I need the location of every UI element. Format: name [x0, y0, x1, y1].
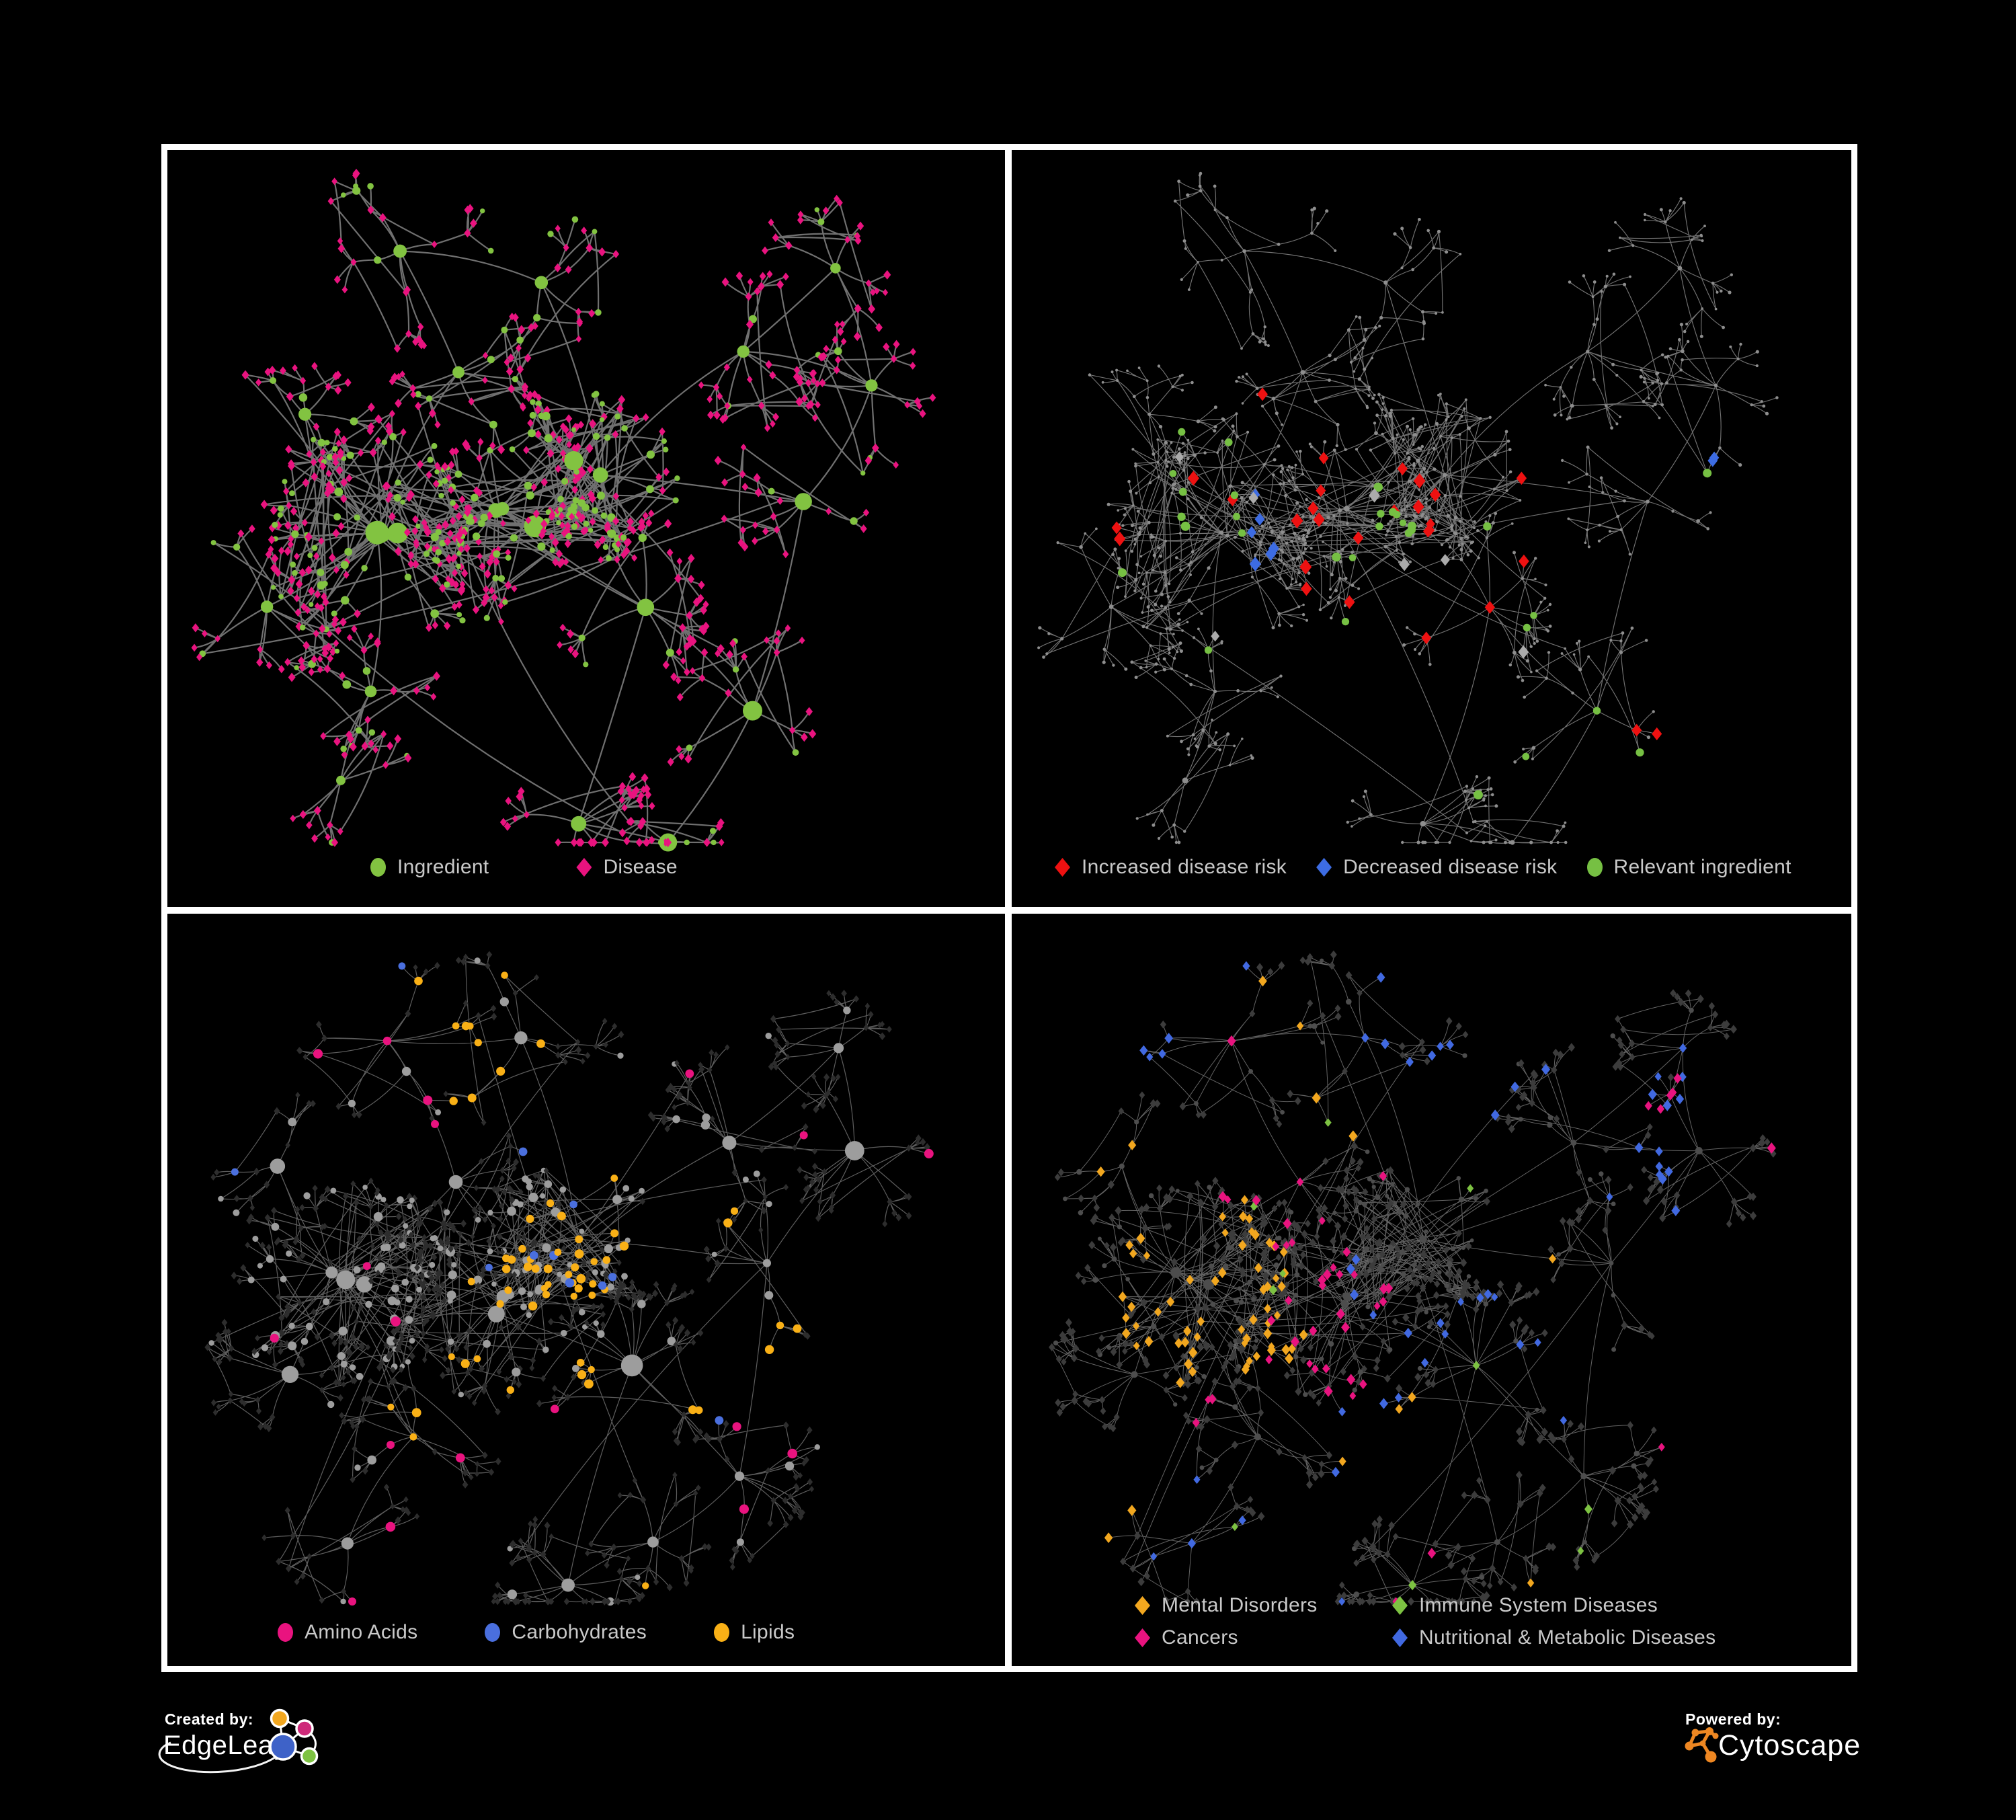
legend-label-relevant-ingredient: Relevant ingredient [1613, 856, 1791, 878]
nutritional-metabolic-swatch-icon [1392, 1628, 1408, 1647]
decreased-risk-swatch-icon [1316, 858, 1332, 877]
edgeleap-wordmark: EdgeLeap [163, 1731, 289, 1760]
legend-label-lipids: Lipids [741, 1621, 795, 1643]
amino-acids-swatch-icon [278, 1623, 293, 1642]
edgeleap-node-green [300, 1747, 319, 1766]
legend-item-decreased-risk: Decreased disease risk [1316, 855, 1557, 879]
legend-disease-categories: Mental Disorders Immune System Diseases … [1135, 1593, 1716, 1650]
panel-divider-horizontal [167, 907, 1851, 914]
legend-label-mental-disorders: Mental Disorders [1162, 1594, 1318, 1616]
legend-ingredient-disease: Ingredient Disease [370, 855, 678, 879]
network-graph-macronutrients [204, 951, 934, 1606]
legend-label-increased-risk: Increased disease risk [1082, 856, 1287, 878]
legend-label-disease: Disease [603, 856, 678, 878]
legend-label-nutritional-metabolic: Nutritional & Metabolic Diseases [1419, 1626, 1716, 1649]
legend-item-mental-disorders: Mental Disorders [1135, 1593, 1392, 1618]
legend-label-carbohydrates: Carbohydrates [512, 1621, 647, 1643]
legend-item-increased-risk: Increased disease risk [1055, 855, 1287, 879]
cytoscape-wordmark: Cytoscape [1718, 1729, 1861, 1762]
disease-swatch-icon [576, 858, 592, 877]
relevant-ingredient-swatch-icon [1586, 858, 1603, 877]
legend-item-cancers: Cancers [1135, 1626, 1392, 1650]
legend-item-immune-system-diseases: Immune System Diseases [1392, 1593, 1716, 1618]
carbohydrates-swatch-icon [485, 1623, 501, 1642]
cytoscape-network-icon [1685, 1727, 1719, 1763]
edgeleap-network-icon [158, 1708, 319, 1774]
cancers-swatch-icon [1135, 1628, 1150, 1647]
edgeleap-node-orange [270, 1708, 290, 1729]
ingredient-swatch-icon [370, 858, 386, 877]
legend-item-relevant-ingredient: Relevant ingredient [1586, 855, 1791, 879]
legend-label-cancers: Cancers [1162, 1626, 1238, 1649]
legend-disease-risk: Increased disease risk Decreased disease… [1055, 855, 1791, 879]
legend-item-disease: Disease [576, 855, 678, 879]
legend-item-nutritional-metabolic-diseases: Nutritional & Metabolic Diseases [1392, 1626, 1716, 1650]
legend-label-ingredient: Ingredient [397, 856, 489, 878]
legend-macronutrients: Amino Acids Carbohydrates Lipids [278, 1620, 795, 1645]
increased-risk-swatch-icon [1055, 858, 1070, 877]
legend-label-amino-acids: Amino Acids [305, 1621, 418, 1643]
created-by-label: Created by: [165, 1710, 254, 1728]
immune-system-diseases-swatch-icon [1392, 1596, 1408, 1615]
powered-by-label: Powered by: [1685, 1710, 1781, 1728]
lipids-swatch-icon [714, 1623, 730, 1642]
network-graph-ingredient-disease [191, 169, 936, 852]
legend-label-decreased-risk: Decreased disease risk [1343, 856, 1558, 878]
legend-label-immune-system-diseases: Immune System Diseases [1419, 1594, 1658, 1616]
edgeleap-node-blue [269, 1733, 297, 1761]
legend-item-carbohydrates: Carbohydrates [485, 1620, 647, 1645]
network-graph-disease-categories [1049, 950, 1777, 1606]
mental-disorders-swatch-icon [1135, 1596, 1150, 1615]
legend-item-amino-acids: Amino Acids [278, 1620, 417, 1645]
legend-item-ingredient: Ingredient [370, 855, 489, 879]
legend-item-lipids: Lipids [714, 1620, 795, 1645]
network-graph-disease-risk [1037, 171, 1779, 845]
grid-frame [161, 144, 1857, 1672]
edgeleap-node-magenta [295, 1719, 314, 1738]
